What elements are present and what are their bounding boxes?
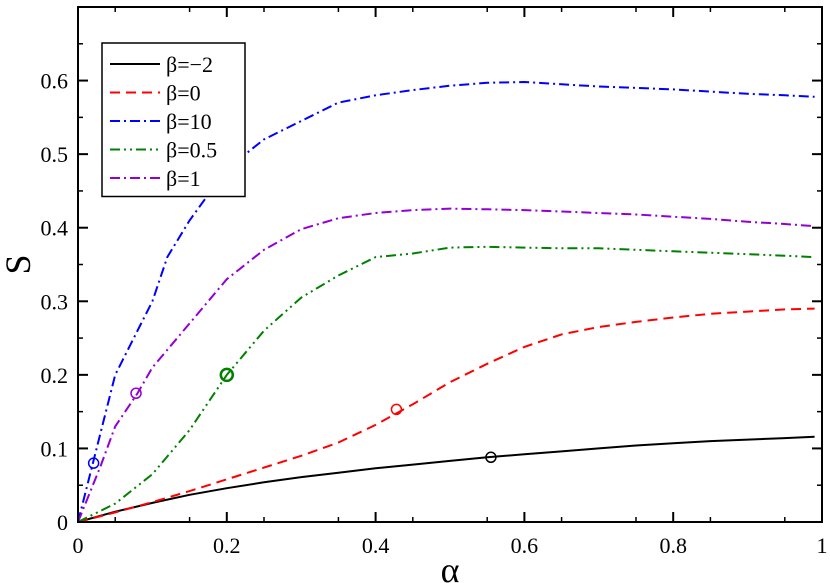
axis-ticks: 0 0.2 0.4 0.6 0.8 1 0 0.1 0.2 0.3 0.4 0.5 0.6 bbox=[41, 7, 828, 558]
series-marker-2 bbox=[87, 457, 100, 469]
legend-entry-0: β=−2 bbox=[166, 52, 213, 77]
x-tick-label: 0 bbox=[73, 533, 84, 558]
x-tick-label: 0.8 bbox=[659, 533, 687, 558]
legend: β=−2 β=0 β=10 β=0.5 β=1 bbox=[101, 42, 246, 198]
legend-entry-2: β=10 bbox=[166, 109, 212, 134]
legend-entry-1: β=0 bbox=[166, 81, 201, 106]
x-tick-label: 0.4 bbox=[362, 533, 390, 558]
y-tick-label: 0.4 bbox=[41, 216, 69, 241]
x-tick-label: 0.6 bbox=[511, 533, 539, 558]
series-marker-4 bbox=[130, 387, 142, 399]
x-tick-label: 0.2 bbox=[213, 533, 241, 558]
series-line-2 bbox=[77, 81, 815, 523]
y-tick-label: 0.1 bbox=[41, 436, 69, 461]
x-tick-label: 1 bbox=[817, 533, 828, 558]
legend-box bbox=[101, 42, 246, 198]
y-tick-label: 0.6 bbox=[41, 69, 69, 94]
chart-marks bbox=[77, 81, 815, 523]
series-marker-3 bbox=[219, 367, 235, 383]
y-tick-label: 0.5 bbox=[41, 142, 69, 167]
x-axis-label: α bbox=[441, 550, 460, 583]
series-marker-0 bbox=[485, 451, 497, 464]
series-line-1 bbox=[77, 307, 815, 523]
series-line-3 bbox=[77, 245, 815, 523]
series-line-0 bbox=[77, 435, 815, 523]
y-tick-label: 0 bbox=[57, 510, 68, 535]
y-tick-label: 0.3 bbox=[41, 289, 69, 314]
series-line-4 bbox=[77, 207, 815, 523]
y-tick-label: 0.2 bbox=[41, 363, 69, 388]
legend-entry-3: β=0.5 bbox=[166, 138, 217, 163]
legend-entry-4: β=1 bbox=[166, 166, 201, 191]
series-marker-1 bbox=[390, 403, 403, 416]
y-axis-label: S bbox=[0, 254, 38, 274]
